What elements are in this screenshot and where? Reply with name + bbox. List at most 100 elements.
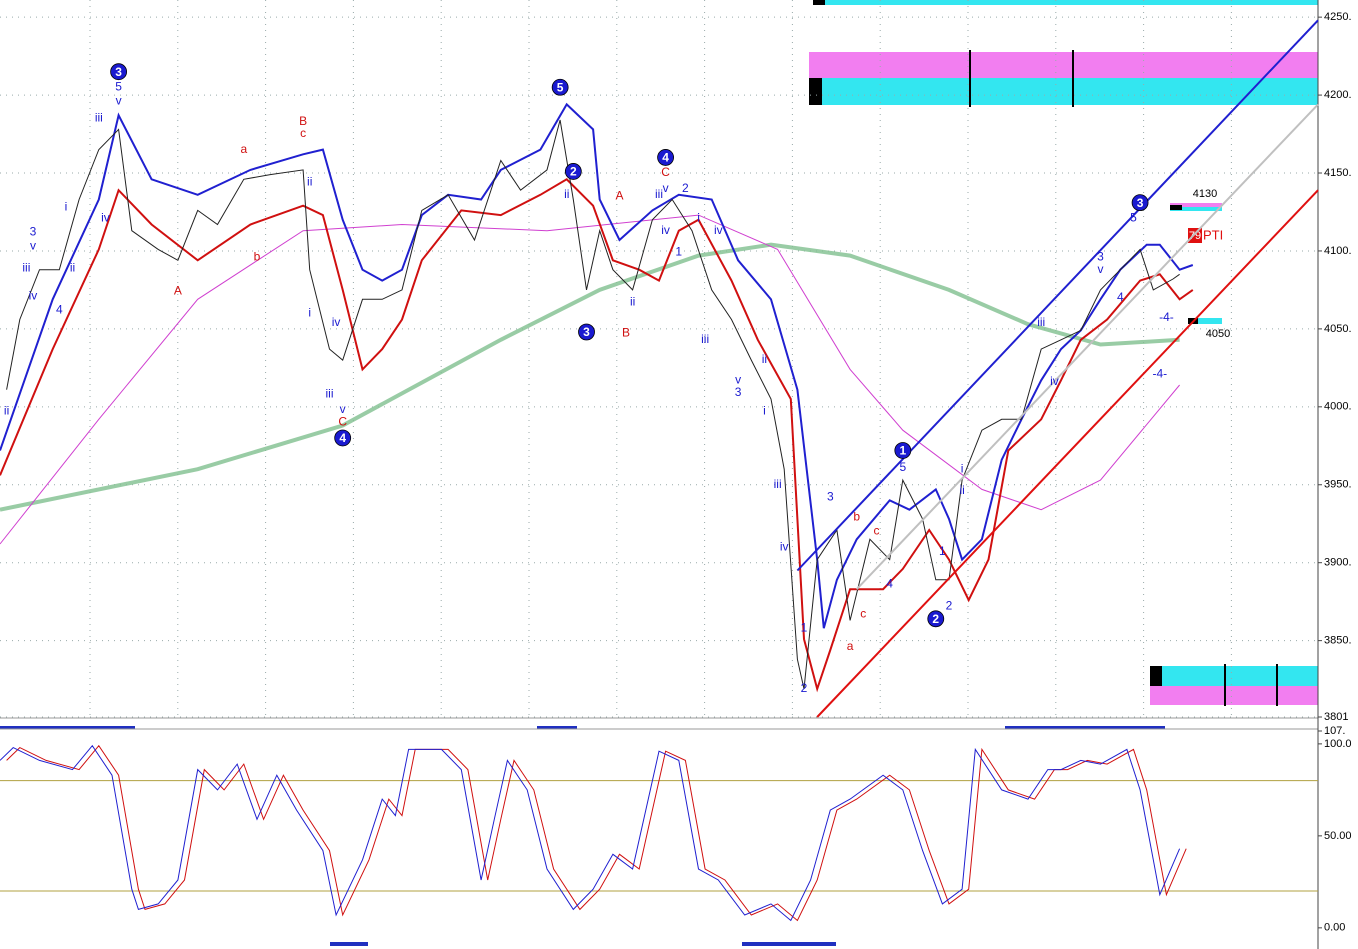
wave-circle [894,442,912,459]
wave-label: c [873,524,879,538]
y-tick-label: 100.0 [1324,738,1352,750]
time-box [809,78,822,105]
wave-label: 3 [1137,196,1144,210]
wave-label: ii [762,352,767,366]
wave-label: iv [101,210,110,224]
wave-label: iv [714,223,723,237]
wave-label: i [697,210,700,224]
y-tick-label: 107. [1324,725,1345,737]
wave-label: iv [1050,374,1059,388]
wave-label: iii [774,477,782,491]
target-label: 4050 [1206,328,1230,340]
wave-label: 5 [557,80,564,94]
y-tick-label: 4150. [1324,167,1352,179]
wave-label: 5 [115,79,122,93]
y-tick-label: 3801 [1324,711,1348,723]
y-tick-label: 0.00 [1324,922,1345,934]
wave-label: v [116,93,122,107]
series-line [855,103,1319,590]
wave-label: A [174,284,182,298]
badge-text: PTI [1203,227,1223,242]
wave-label: iv [780,539,789,553]
wave-circle [551,78,569,96]
wave-label: iii [655,187,663,201]
series-line [0,102,1194,629]
wave-label: 4 [886,577,893,591]
series-line [6,119,1180,690]
wave-label: iii [701,332,709,346]
wave-label: ii [959,483,964,497]
y-tick-label: 4000. [1324,401,1352,413]
time-marker [0,726,135,729]
wave-label: c [300,126,306,140]
wave-label: ii [307,175,312,189]
wave-label: 3 [827,489,834,503]
time-box [813,0,825,5]
wave-circle [110,63,128,81]
wave-label: i [65,199,68,213]
wave-label: ii [4,404,9,418]
wave-label: iv [29,288,38,302]
time-marker [742,942,836,946]
wave-circle [927,610,945,628]
badge-box [1188,228,1202,243]
time-marker [537,726,577,729]
wave-label: iii [95,111,103,125]
wave-label: v [30,238,36,252]
wave-circle [1131,194,1149,212]
time-marker [330,942,368,946]
time-box [1150,666,1162,686]
wave-label: iii [326,387,334,401]
target-box [1170,203,1222,207]
wave-label: -4- [1159,310,1174,324]
wave-label: a [240,142,247,156]
wave-label: 2 [570,165,577,179]
wave-label: v [735,372,741,386]
wave-label: i [961,461,964,475]
wave-label: 3 [735,385,742,399]
wave-label: 2 [946,599,953,613]
wave-label: 3 [115,65,122,79]
wave-label: v [663,181,669,195]
wave-label: A [615,189,623,203]
time-box [1150,686,1318,705]
wave-label: v [1098,262,1104,276]
wave-label: 3 [30,224,37,238]
y-tick-label: 3850. [1324,635,1352,647]
wave-label: ii [564,187,569,201]
wave-label: 4 [662,151,669,165]
wave-label: 5 [1130,210,1137,224]
target-box [1170,205,1182,210]
wave-label: 3 [1097,249,1104,263]
wave-label: 3 [583,325,590,339]
wave-label: 4 [1117,290,1124,304]
wave-label: iii [22,260,30,274]
wave-circle [578,323,595,341]
wave-label: ii [70,260,75,274]
wave-label: b [254,249,261,263]
wave-label: 1 [899,444,906,458]
wave-label: c [860,606,866,620]
y-tick-label: 4250. [1324,11,1352,23]
wave-label: v [340,402,346,416]
badge: 79 [1189,230,1201,242]
wave-label: B [299,114,307,128]
wave-circle [334,429,352,447]
y-tick-label: 3950. [1324,479,1352,491]
wave-label: C [338,415,347,429]
series-line [796,19,1319,572]
series-line [0,744,1181,922]
time-boxes [0,0,1318,946]
series-line [816,189,1319,718]
wave-label: B [622,326,630,340]
wave-label: 1 [675,245,682,259]
wave-label: 4 [56,302,63,316]
y-tick-label: 4200. [1324,89,1352,101]
wave-label: iv [332,315,341,329]
wave-circle [657,149,674,166]
series-line [6,744,1187,922]
wave-label: iv [661,223,670,237]
wave-label: b [853,510,860,524]
series-line [0,214,1180,545]
y-tick-label: 3900. [1324,557,1352,569]
